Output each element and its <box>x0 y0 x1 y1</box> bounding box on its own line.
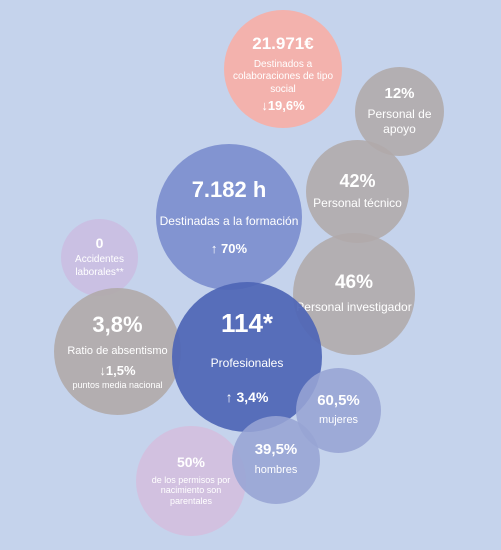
formacion-value: 7.182 h <box>191 176 267 202</box>
permisos-label: de los permisos por nacimiento son paren… <box>151 474 231 507</box>
investigador-value: 46% <box>334 271 374 293</box>
permisos-value: 50% <box>176 454 206 471</box>
absentismo-value: 3,8% <box>92 312 143 338</box>
hombres-label: hombres <box>254 463 298 476</box>
formacion-change: ↑ 70% <box>210 241 248 257</box>
collab-value: 21.971€ <box>252 33 314 53</box>
absentismo-label: Ratio de absentismo <box>67 345 168 358</box>
profesionales-label: Profesionales <box>210 355 284 370</box>
profesionales-change: ↑ 3,4% <box>225 388 269 405</box>
apoyo-value: 12% <box>384 84 415 102</box>
collab-bubble: 21.971€ Destinados a colaboraciones de t… <box>224 10 342 128</box>
formacion-bubble: 7.182 h Destinadas a la formación ↑ 70% <box>156 144 302 290</box>
profesionales-value: 114* <box>220 308 274 339</box>
mujeres-value: 60,5% <box>317 391 360 409</box>
mujeres-label: mujeres <box>318 414 359 427</box>
absentismo-change: ↓1,5% <box>99 362 136 378</box>
accidentes-label: Accidentes laborales** <box>75 254 124 278</box>
accidentes-value: 0 <box>95 234 104 251</box>
collab-change: ↓19,6% <box>261 98 305 114</box>
hombres-value: 39,5% <box>254 441 298 459</box>
profesionales-bubble: 114* Profesionales ↑ 3,4% <box>172 282 322 432</box>
formacion-label: Destinadas a la formación <box>159 214 299 229</box>
tecnico-label: Personal técnico <box>313 196 402 211</box>
collab-label: Destinados a colaboraciones de tipo soci… <box>232 58 334 95</box>
permisos-bubble: 50% de los permisos por nacimiento son p… <box>136 426 246 536</box>
hombres-bubble: 39,5% hombres <box>232 416 320 504</box>
investigador-label: Personal investigador <box>296 300 412 315</box>
absentismo-bubble: 3,8% Ratio de absentismo ↓1,5% puntos me… <box>54 288 181 415</box>
tecnico-bubble: 42% Personal técnico <box>306 140 409 243</box>
tecnico-value: 42% <box>339 170 376 191</box>
accidentes-bubble: 0 Accidentes laborales** <box>61 219 138 296</box>
absentismo-sub: puntos media nacional <box>72 379 163 390</box>
apoyo-label: Personal de apoyo <box>367 107 432 137</box>
